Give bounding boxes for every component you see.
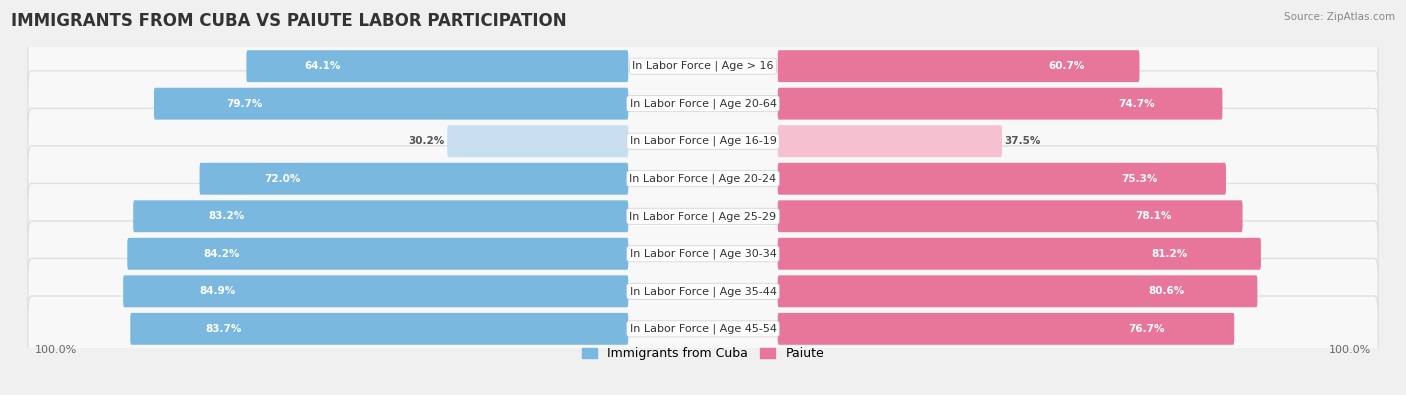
FancyBboxPatch shape <box>28 221 1378 287</box>
FancyBboxPatch shape <box>28 71 1378 137</box>
FancyBboxPatch shape <box>778 275 1257 307</box>
Text: 100.0%: 100.0% <box>1329 345 1371 355</box>
Text: In Labor Force | Age 35-44: In Labor Force | Age 35-44 <box>630 286 776 297</box>
Text: 80.6%: 80.6% <box>1149 286 1185 296</box>
Text: In Labor Force | Age 20-64: In Labor Force | Age 20-64 <box>630 98 776 109</box>
FancyBboxPatch shape <box>778 125 1002 157</box>
FancyBboxPatch shape <box>778 50 1139 82</box>
FancyBboxPatch shape <box>28 258 1378 324</box>
Text: 79.7%: 79.7% <box>226 99 262 109</box>
Text: In Labor Force | Age 16-19: In Labor Force | Age 16-19 <box>630 136 776 147</box>
Text: 84.9%: 84.9% <box>200 286 236 296</box>
Text: 83.7%: 83.7% <box>205 324 242 334</box>
FancyBboxPatch shape <box>155 88 628 120</box>
Text: Source: ZipAtlas.com: Source: ZipAtlas.com <box>1284 12 1395 22</box>
FancyBboxPatch shape <box>28 183 1378 249</box>
Text: 64.1%: 64.1% <box>305 61 340 71</box>
FancyBboxPatch shape <box>246 50 628 82</box>
FancyBboxPatch shape <box>124 275 628 307</box>
Text: 84.2%: 84.2% <box>204 249 239 259</box>
Text: 37.5%: 37.5% <box>1004 136 1040 146</box>
FancyBboxPatch shape <box>778 88 1222 120</box>
FancyBboxPatch shape <box>200 163 628 195</box>
Text: In Labor Force | Age > 16: In Labor Force | Age > 16 <box>633 61 773 71</box>
FancyBboxPatch shape <box>28 296 1378 362</box>
Text: In Labor Force | Age 25-29: In Labor Force | Age 25-29 <box>630 211 776 222</box>
FancyBboxPatch shape <box>28 33 1378 99</box>
FancyBboxPatch shape <box>447 125 628 157</box>
FancyBboxPatch shape <box>128 238 628 270</box>
Text: IMMIGRANTS FROM CUBA VS PAIUTE LABOR PARTICIPATION: IMMIGRANTS FROM CUBA VS PAIUTE LABOR PAR… <box>11 12 567 30</box>
Text: 30.2%: 30.2% <box>409 136 444 146</box>
FancyBboxPatch shape <box>28 108 1378 174</box>
Text: In Labor Force | Age 30-34: In Labor Force | Age 30-34 <box>630 248 776 259</box>
Text: 78.1%: 78.1% <box>1136 211 1173 221</box>
Text: 100.0%: 100.0% <box>35 345 77 355</box>
Text: 83.2%: 83.2% <box>208 211 245 221</box>
Legend: Immigrants from Cuba, Paiute: Immigrants from Cuba, Paiute <box>576 342 830 365</box>
Text: 72.0%: 72.0% <box>264 174 301 184</box>
FancyBboxPatch shape <box>28 146 1378 212</box>
FancyBboxPatch shape <box>778 238 1261 270</box>
Text: In Labor Force | Age 20-24: In Labor Force | Age 20-24 <box>630 173 776 184</box>
Text: 74.7%: 74.7% <box>1118 99 1154 109</box>
FancyBboxPatch shape <box>778 313 1234 345</box>
FancyBboxPatch shape <box>131 313 628 345</box>
Text: 76.7%: 76.7% <box>1129 324 1166 334</box>
FancyBboxPatch shape <box>778 163 1226 195</box>
FancyBboxPatch shape <box>778 200 1243 232</box>
Text: 75.3%: 75.3% <box>1122 174 1159 184</box>
FancyBboxPatch shape <box>134 200 628 232</box>
Text: 81.2%: 81.2% <box>1152 249 1188 259</box>
Text: 60.7%: 60.7% <box>1047 61 1084 71</box>
Text: In Labor Force | Age 45-54: In Labor Force | Age 45-54 <box>630 324 776 334</box>
